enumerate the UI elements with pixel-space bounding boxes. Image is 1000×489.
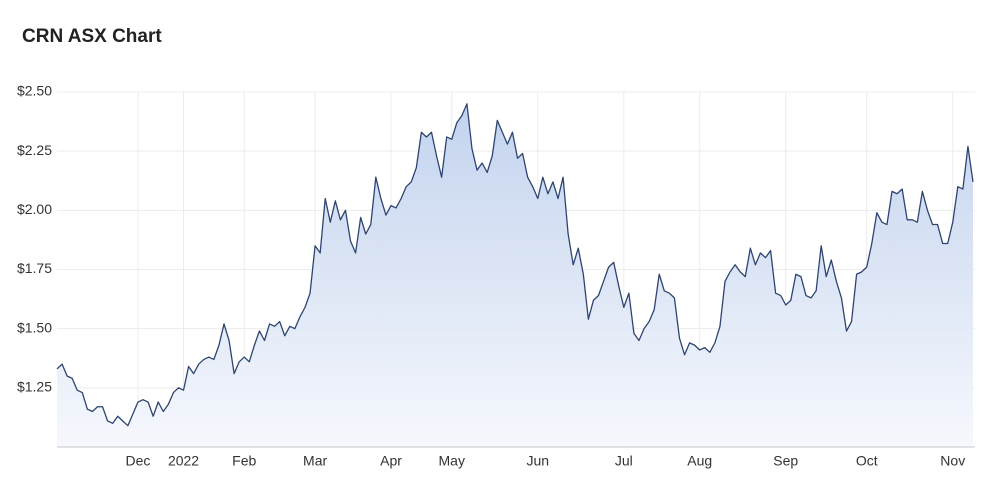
x-tick-label: Feb (232, 453, 256, 469)
x-tick-label: Jul (615, 453, 633, 469)
x-tick-label: Nov (940, 453, 965, 469)
chart-title: CRN ASX Chart (22, 26, 162, 47)
price-line (56, 103, 974, 427)
y-tick-label: $2.50 (17, 83, 52, 99)
x-tick-label: Aug (687, 453, 712, 469)
area-fill (57, 103, 973, 447)
x-tick-label: Oct (856, 453, 878, 469)
y-tick-label: $1.25 (17, 379, 52, 395)
x-tick-label: Sep (773, 453, 798, 469)
y-tick-label: $2.25 (17, 142, 52, 158)
y-tick-label: $1.50 (17, 319, 52, 335)
x-tick-label: Jun (526, 453, 549, 469)
x-tick-label: Apr (380, 453, 402, 469)
x-tick-label: Mar (303, 453, 327, 469)
y-tick-label: $1.75 (17, 260, 52, 276)
x-tick-label: Dec (126, 453, 151, 469)
x-tick-label: May (439, 453, 465, 469)
y-tick-label: $2.00 (17, 201, 52, 217)
x-tick-label: 2022 (168, 453, 199, 469)
